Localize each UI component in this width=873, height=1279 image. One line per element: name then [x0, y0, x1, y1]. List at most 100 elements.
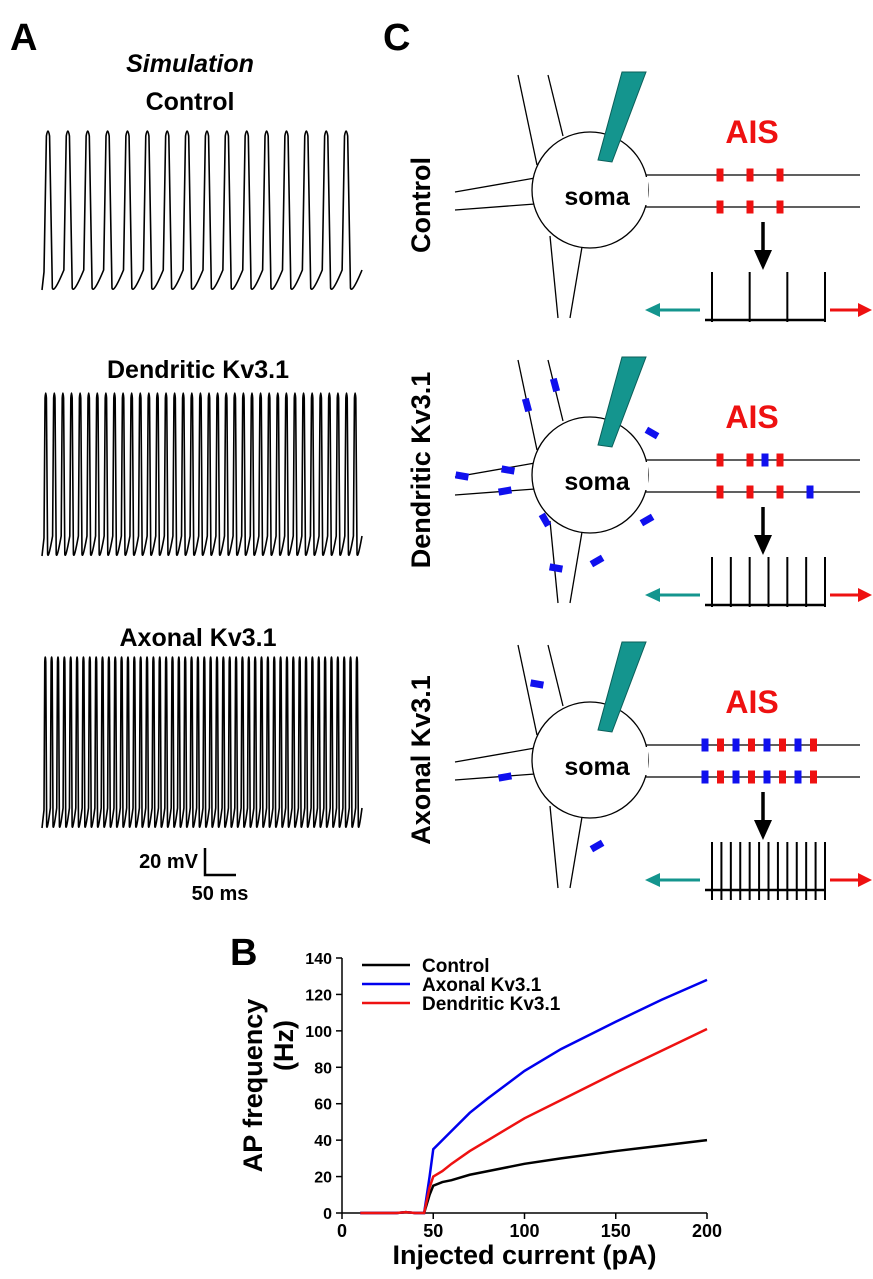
- axon-gap: [640, 462, 648, 490]
- channel-mark: [763, 738, 771, 752]
- channel-mark: [794, 770, 802, 784]
- voltage-trace: [41, 130, 363, 291]
- series-line: [360, 1027, 708, 1215]
- channel-mark: [639, 513, 655, 527]
- channel-mark: [701, 770, 709, 784]
- channel-mark: [794, 738, 802, 752]
- channel-mark: [644, 426, 660, 440]
- panel-label: C: [383, 17, 410, 59]
- row-label: Control: [406, 157, 436, 253]
- dendrite: [517, 74, 538, 166]
- channel-mark: [548, 563, 564, 573]
- channel-mark: [779, 770, 786, 784]
- channel-mark: [746, 200, 754, 214]
- dendrite: [569, 246, 583, 319]
- legend-label: Dendritic Kv3.1: [422, 994, 561, 1015]
- dendrite: [547, 74, 564, 137]
- trace-title: Axonal Kv3.1: [119, 624, 276, 652]
- x-tick-label: 200: [692, 1221, 722, 1241]
- channel-mark: [716, 200, 724, 214]
- dendrite: [569, 816, 583, 889]
- subtitle: Simulation: [126, 50, 254, 78]
- voltage-trace: [41, 392, 363, 557]
- x-tick-label: 150: [601, 1221, 631, 1241]
- channel-mark: [776, 453, 784, 467]
- channel-mark: [810, 770, 817, 784]
- channel-mark: [497, 772, 513, 782]
- channel-mark: [529, 679, 545, 689]
- pipette: [597, 641, 647, 733]
- channel-mark: [538, 512, 552, 528]
- series-line: [360, 1138, 708, 1215]
- channel-mark: [776, 168, 784, 182]
- channel-mark: [589, 839, 605, 853]
- ais-label: AIS: [725, 399, 778, 435]
- channel-mark: [589, 554, 605, 568]
- dendrite: [517, 644, 538, 736]
- legend-label: Axonal Kv3.1: [422, 975, 542, 996]
- arrow-head: [754, 250, 772, 270]
- channel-mark: [748, 770, 755, 784]
- arrow-head: [645, 588, 660, 602]
- dendrite: [454, 773, 536, 781]
- channel-mark: [761, 453, 769, 467]
- panel-label: A: [10, 17, 37, 59]
- x-axis-label: Injected current (pA): [392, 1240, 656, 1270]
- channel-mark: [732, 738, 740, 752]
- axon-gap: [640, 177, 648, 205]
- scale-label: 20 mV: [139, 851, 199, 873]
- soma-label: soma: [564, 468, 630, 496]
- legend-label: Control: [422, 956, 490, 977]
- ais-label: AIS: [725, 114, 778, 150]
- channel-mark: [746, 168, 754, 182]
- arrow-head: [858, 303, 872, 317]
- trace-title: Dendritic Kv3.1: [107, 356, 289, 384]
- neuron-schematic: soma AIS: [454, 356, 872, 607]
- channel-mark: [779, 738, 786, 752]
- dendrite: [549, 520, 559, 604]
- channel-mark: [776, 200, 784, 214]
- voltage-trace: [41, 656, 363, 829]
- neuron-schematic: soma AIS: [454, 641, 872, 900]
- dendrite: [547, 644, 564, 707]
- pipette: [597, 71, 647, 163]
- dendrite: [569, 531, 583, 604]
- channel-mark: [521, 397, 533, 413]
- channel-mark: [732, 770, 740, 784]
- panel-label: B: [230, 932, 257, 974]
- y-tick-label: 0: [323, 1206, 332, 1223]
- y-tick-label: 120: [305, 987, 332, 1004]
- channel-mark: [746, 453, 754, 467]
- channel-mark: [810, 738, 817, 752]
- x-tick-label: 100: [509, 1221, 539, 1241]
- channel-mark: [701, 738, 709, 752]
- channel-mark: [716, 453, 724, 467]
- dendrite: [549, 805, 559, 889]
- channel-mark: [497, 486, 513, 496]
- arrow-head: [858, 873, 872, 887]
- channel-mark: [500, 465, 516, 475]
- x-tick-label: 0: [337, 1221, 347, 1241]
- neuron-schematic: soma AIS: [454, 71, 872, 322]
- scale-bar: [203, 848, 236, 877]
- scale-label: 50 ms: [192, 883, 249, 905]
- row-label: Axonal Kv3.1: [406, 675, 436, 845]
- channel-mark: [549, 377, 561, 393]
- channel-mark: [806, 485, 814, 499]
- dendrite: [454, 203, 536, 211]
- row-label: Dendritic Kv3.1: [406, 372, 436, 569]
- dendrite: [454, 747, 536, 763]
- trace-title: Control: [146, 88, 235, 116]
- ais-label: AIS: [725, 684, 778, 720]
- dendrite: [454, 488, 536, 496]
- channel-mark: [746, 485, 754, 499]
- y-tick-label: 140: [305, 951, 332, 968]
- y-tick-label: 40: [314, 1133, 332, 1150]
- channel-mark: [454, 471, 470, 481]
- y-tick-label: 100: [305, 1024, 332, 1041]
- soma-label: soma: [564, 183, 630, 211]
- axon-gap: [640, 747, 648, 775]
- dendrite: [454, 177, 536, 193]
- channel-mark: [717, 770, 724, 784]
- channel-mark: [717, 738, 724, 752]
